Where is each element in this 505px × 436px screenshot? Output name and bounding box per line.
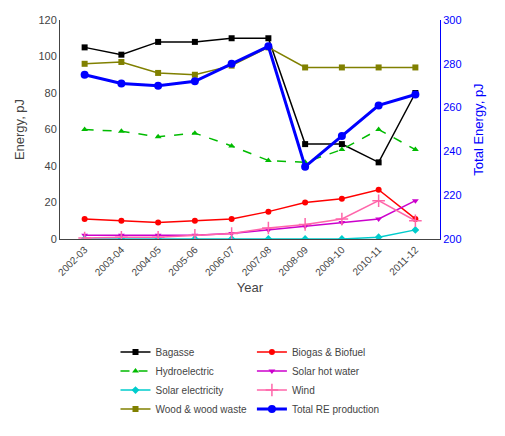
svg-text:2009-10: 2009-10 [313, 244, 347, 278]
svg-text:60: 60 [45, 123, 57, 135]
svg-text:Energy, pJ: Energy, pJ [12, 99, 27, 160]
svg-text:Total Energy, pJ: Total Energy, pJ [471, 83, 486, 175]
svg-text:260: 260 [443, 101, 461, 113]
svg-text:Solar electricity: Solar electricity [156, 385, 224, 396]
svg-text:220: 220 [443, 189, 461, 201]
svg-text:Wood & wood waste: Wood & wood waste [156, 404, 247, 415]
svg-text:200: 200 [443, 233, 461, 245]
svg-text:Hydroelectric: Hydroelectric [156, 366, 214, 377]
svg-text:240: 240 [443, 145, 461, 157]
svg-text:20: 20 [45, 196, 57, 208]
svg-text:2002-03: 2002-03 [56, 244, 90, 278]
svg-text:0: 0 [51, 233, 57, 245]
svg-text:40: 40 [45, 160, 57, 172]
svg-text:80: 80 [45, 87, 57, 99]
svg-text:120: 120 [38, 14, 56, 26]
svg-text:2011-12: 2011-12 [387, 244, 421, 278]
svg-text:Year: Year [237, 280, 264, 295]
svg-text:2006-07: 2006-07 [203, 244, 237, 278]
svg-text:2004-05: 2004-05 [129, 244, 163, 278]
svg-text:2010-11: 2010-11 [350, 244, 384, 278]
svg-text:Bagasse: Bagasse [156, 347, 195, 358]
svg-text:Total RE production: Total RE production [292, 404, 379, 415]
svg-text:280: 280 [443, 58, 461, 70]
svg-text:300: 300 [443, 14, 461, 26]
svg-text:2005-06: 2005-06 [166, 244, 200, 278]
svg-text:2003-04: 2003-04 [93, 244, 127, 278]
svg-text:Solar hot water: Solar hot water [292, 366, 360, 377]
svg-text:100: 100 [38, 50, 56, 62]
svg-text:2008-09: 2008-09 [276, 244, 310, 278]
svg-text:Biogas & Biofuel: Biogas & Biofuel [292, 347, 365, 358]
svg-text:Wind: Wind [292, 385, 315, 396]
svg-text:2007-08: 2007-08 [240, 244, 274, 278]
